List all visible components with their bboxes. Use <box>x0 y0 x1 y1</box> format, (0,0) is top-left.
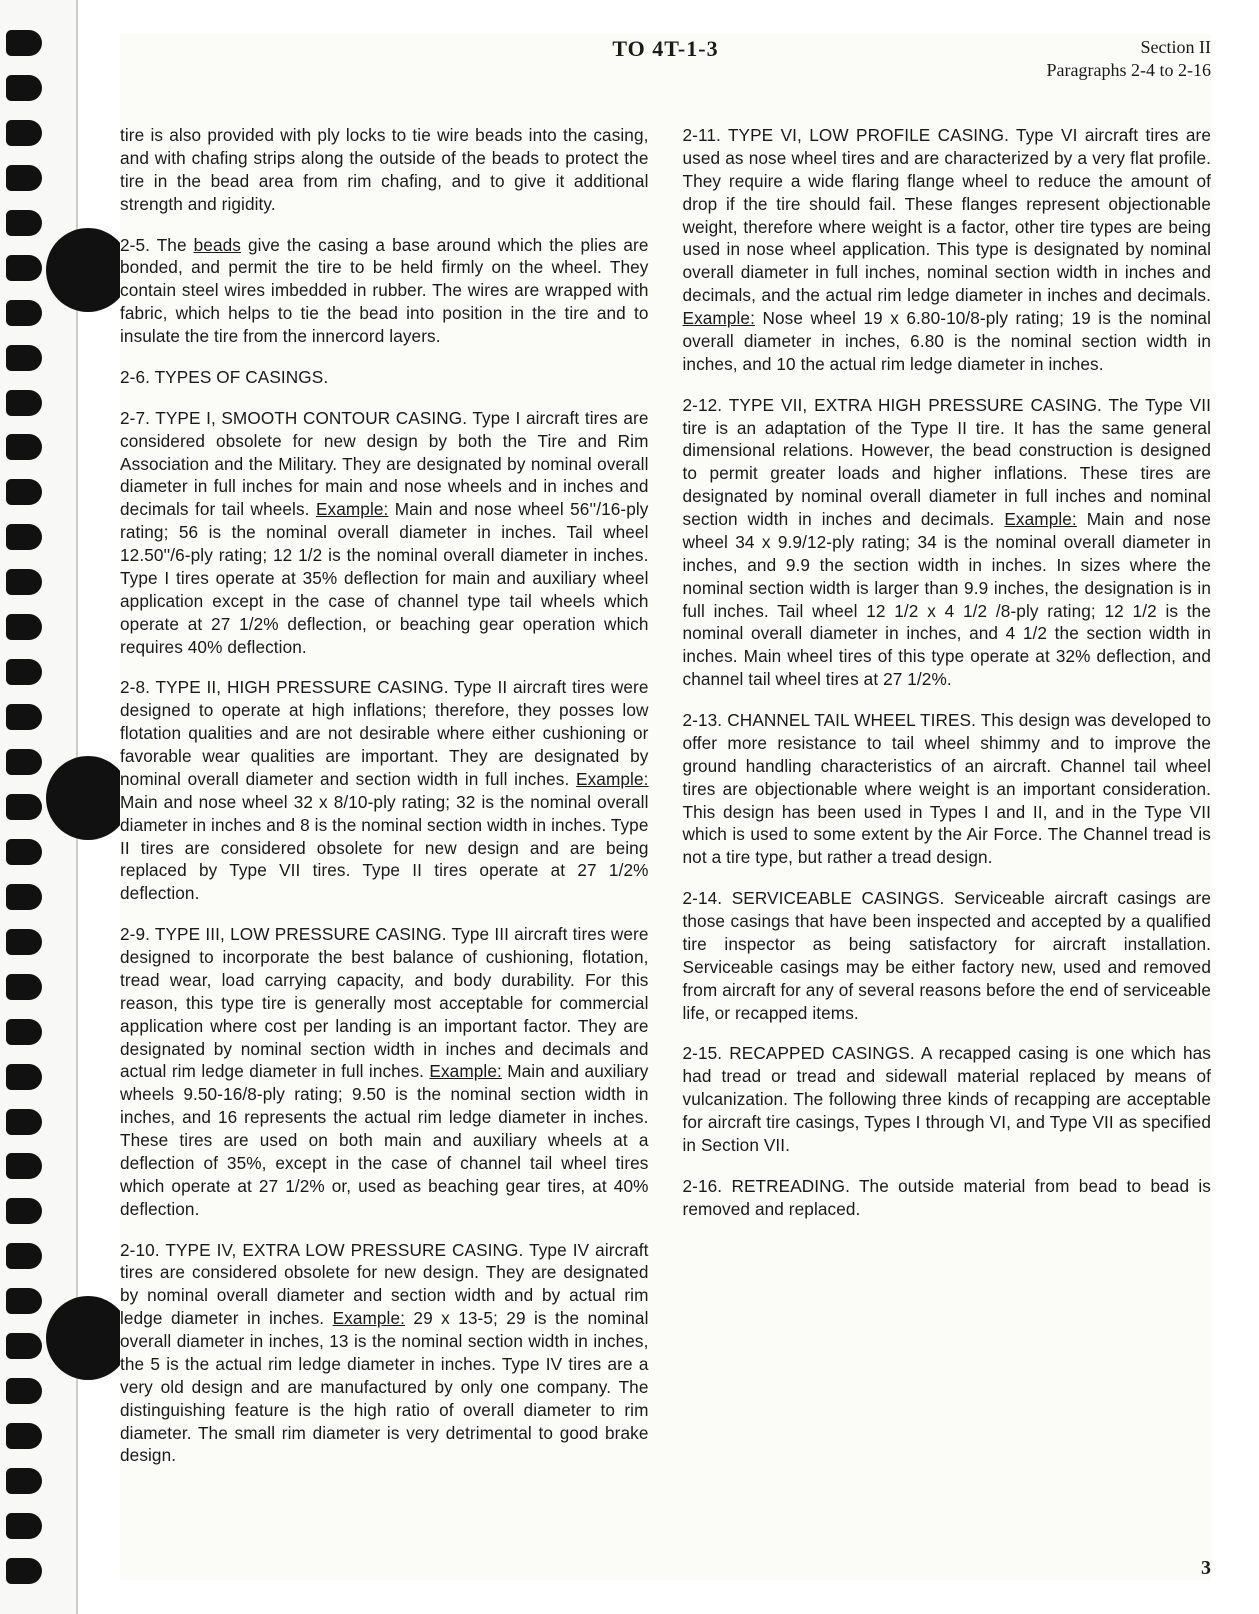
underline-example: Example: <box>1004 509 1076 529</box>
paragraph-range: Paragraphs 2-4 to 2-16 <box>1047 59 1211 82</box>
para-2-14: 2-14. SERVICEABLE CASINGS. Serviceable a… <box>683 887 1212 1024</box>
underline-example: Example: <box>429 1061 501 1081</box>
para-2-6: 2-6. TYPES OF CASINGS. <box>120 366 649 389</box>
punch-hole <box>46 1296 130 1380</box>
para-2-15: 2-15. RECAPPED CASINGS. A recapped casin… <box>683 1042 1212 1156</box>
para-2-16: 2-16. RETREADING. The outside material f… <box>683 1175 1212 1221</box>
para-2-11: 2-11. TYPE VI, LOW PROFILE CASING. Type … <box>683 124 1212 376</box>
punch-hole <box>46 228 130 312</box>
punch-hole <box>46 756 130 840</box>
underline-example: Example: <box>333 1308 405 1328</box>
underline-example: Example: <box>683 308 755 328</box>
binding-combs <box>6 30 42 1584</box>
section-label: Section II <box>1047 36 1211 59</box>
para-2-10: 2-10. TYPE IV, EXTRA LOW PRESSURE CASING… <box>120 1239 649 1468</box>
para-2-9: 2-9. TYPE III, LOW PRESSURE CASING. Type… <box>120 923 649 1220</box>
para-2-5: 2-5. The beads give the casing a base ar… <box>120 234 649 348</box>
header-right: Section II Paragraphs 2-4 to 2-16 <box>1047 36 1211 81</box>
para-2-4-cont: tire is also provided with ply locks to … <box>120 124 649 216</box>
page-body: TO 4T-1-3 Section II Paragraphs 2-4 to 2… <box>120 34 1211 1580</box>
para-2-13: 2-13. CHANNEL TAIL WHEEL TIRES. This des… <box>683 709 1212 869</box>
para-2-12: 2-12. TYPE VII, EXTRA HIGH PRESSURE CASI… <box>683 394 1212 691</box>
underline-beads: beads <box>194 235 241 255</box>
underline-example: Example: <box>316 499 388 519</box>
para-2-7: 2-7. TYPE I, SMOOTH CONTOUR CASING. Type… <box>120 407 649 659</box>
page-header: TO 4T-1-3 Section II Paragraphs 2-4 to 2… <box>120 34 1211 104</box>
page-number: 3 <box>1201 1557 1211 1580</box>
underline-example: Example: <box>576 769 648 789</box>
para-2-8: 2-8. TYPE II, HIGH PRESSURE CASING. Type… <box>120 676 649 905</box>
two-column-body: tire is also provided with ply locks to … <box>120 124 1211 1467</box>
